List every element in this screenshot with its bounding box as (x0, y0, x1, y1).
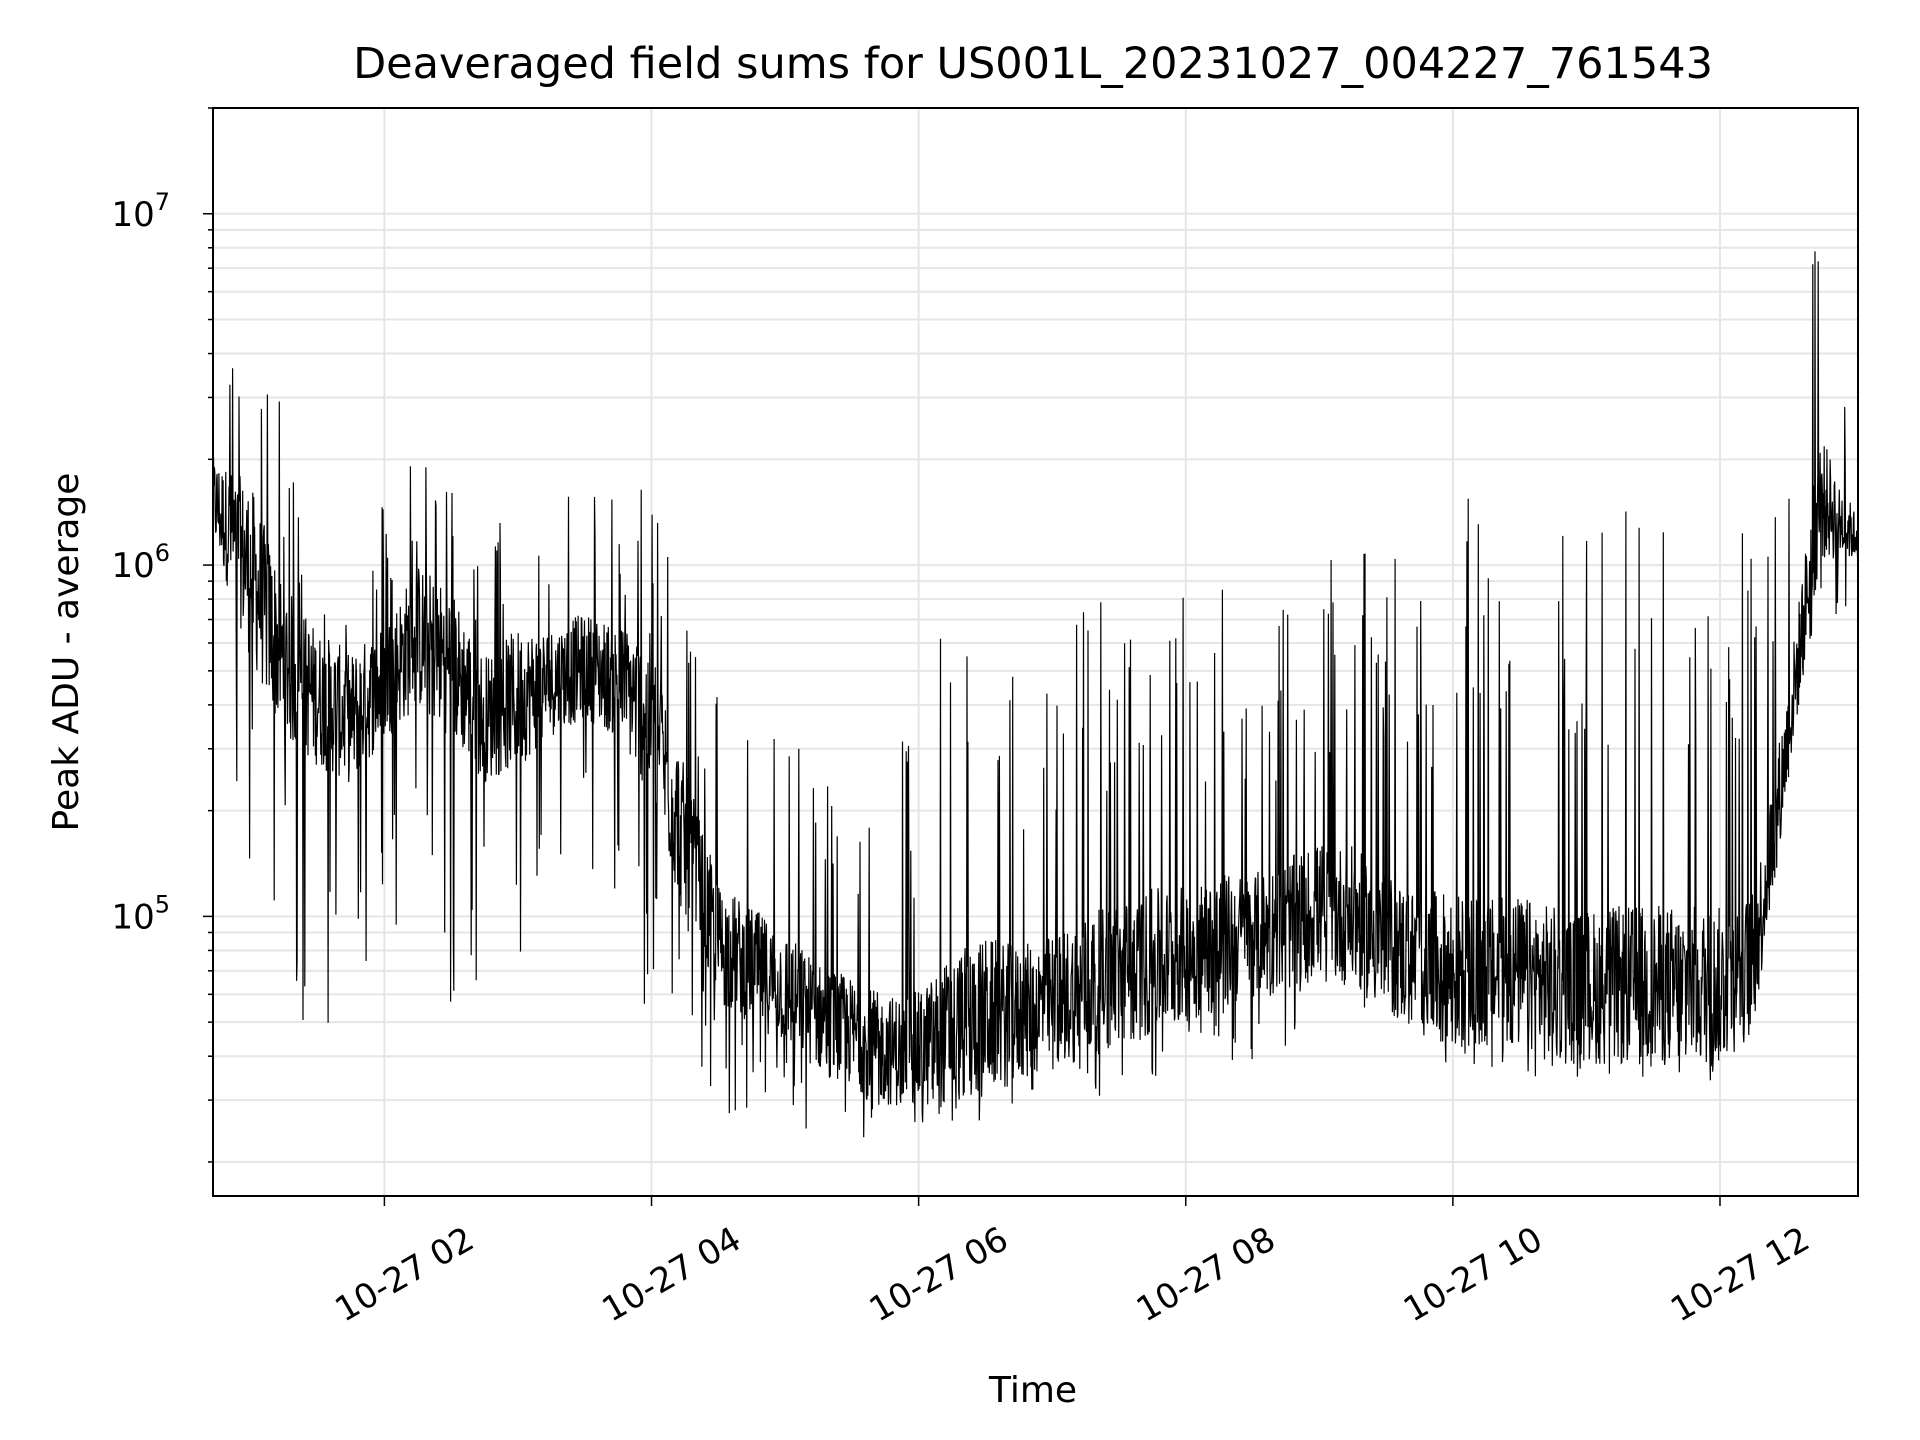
y-axis: 105 106 107 (111, 107, 213, 1163)
plot-frame (212, 107, 1859, 1197)
x-tick-label: 10-27 12 (1664, 1219, 1816, 1330)
x-tick-label: 10-27 10 (1397, 1219, 1549, 1330)
x-tick-label: 10-27 08 (1130, 1219, 1282, 1330)
x-axis: 10-27 02 10-27 04 10-27 06 10-27 08 10-27 10… (329, 1196, 1816, 1330)
x-tick-label: 10-27 02 (329, 1219, 481, 1330)
y-tick-label: 105 (111, 890, 170, 937)
chart-title: Deaveraged field sums for US001L_2023102… (353, 39, 1713, 89)
x-tick-label: 10-27 04 (596, 1219, 748, 1330)
series-line (213, 251, 1858, 1138)
y-axis-label: Peak ADU - average (46, 473, 87, 832)
plot-clip-group (213, 251, 1858, 1138)
x-axis-label: Time (988, 1370, 1077, 1411)
y-tick-label: 107 (111, 188, 170, 235)
y-tick-label: 106 (111, 539, 170, 586)
x-tick-label: 10-27 06 (863, 1219, 1015, 1330)
